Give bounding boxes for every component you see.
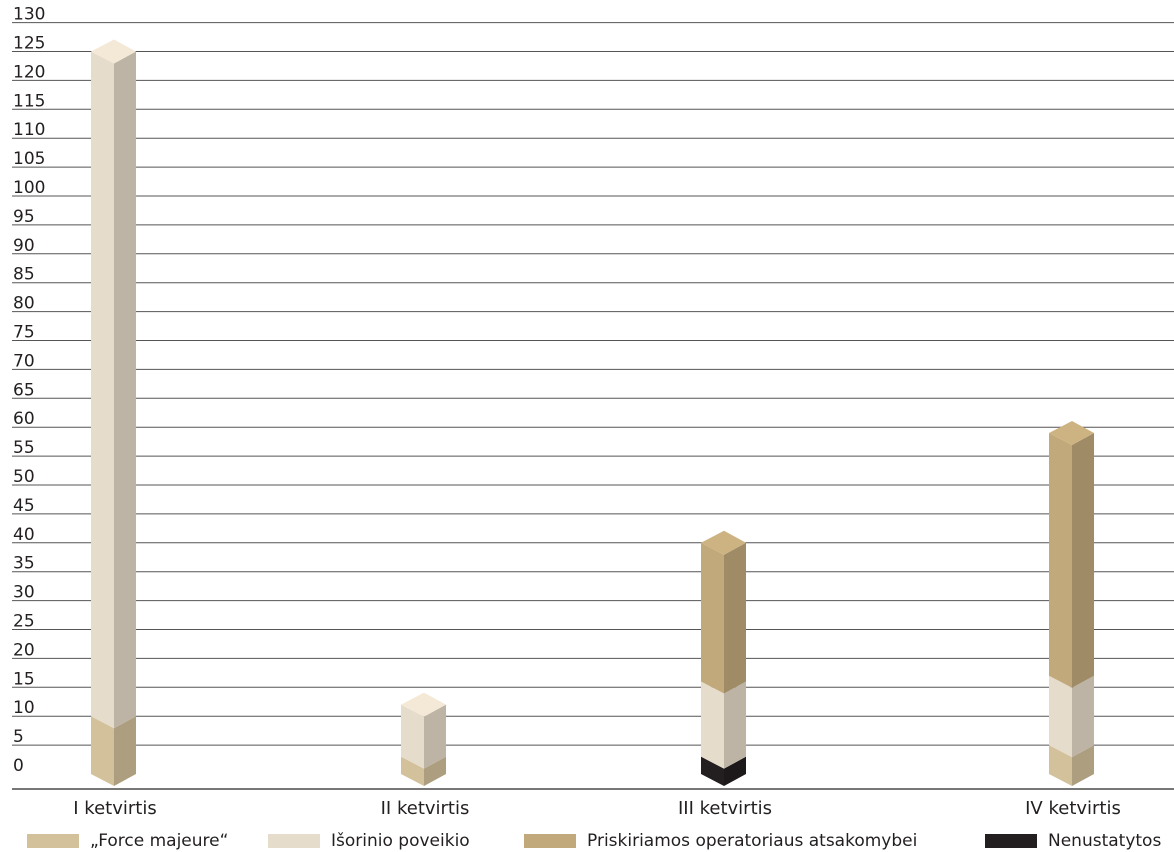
y-tick-label: 65 xyxy=(13,380,35,400)
y-tick-label: 20 xyxy=(13,640,35,660)
legend-item: Priskiriamos operatoriaus atsakomybei xyxy=(524,830,917,852)
y-tick-label: 40 xyxy=(13,525,35,545)
y-tick-label: 105 xyxy=(13,149,45,169)
bar-segment-front xyxy=(401,704,424,769)
x-category-label: I ketvirtis xyxy=(73,798,156,819)
bar-column xyxy=(1049,420,1094,786)
bar-segment-side xyxy=(724,542,746,694)
bar-segment-side xyxy=(424,756,446,786)
legend-item: Išorinio poveikio xyxy=(268,830,470,852)
bar-segment-front xyxy=(1049,432,1072,688)
legend-swatch xyxy=(524,834,576,848)
y-tick-label: 30 xyxy=(13,583,35,603)
y-tick-label: 10 xyxy=(13,698,35,718)
y-tick-label: 45 xyxy=(13,496,35,516)
legend-label: Nenustatytos xyxy=(1048,831,1162,851)
legend-swatch xyxy=(27,834,79,848)
y-tick-label: 35 xyxy=(13,554,35,574)
gridlines xyxy=(12,22,1174,790)
bar-segment-side xyxy=(1072,675,1094,758)
bar-column xyxy=(701,530,746,786)
y-tick-label: 85 xyxy=(13,265,35,285)
y-tick-label: 60 xyxy=(13,409,35,429)
legend: „Force majeure“ Išorinio poveikio Priskiri… xyxy=(0,830,1174,852)
bar-segment-front xyxy=(701,681,724,769)
legend-item: „Force majeure“ xyxy=(27,830,228,852)
legend-swatch xyxy=(985,834,1037,848)
bar-segment-side xyxy=(424,704,446,769)
bar-top-cap xyxy=(91,39,136,64)
y-axis-tick-labels: 0 5 10 15 20 25 30 35 40 45 50 55 60 65 70 75 80 85 90 95 10… xyxy=(13,5,45,776)
y-tick-label: 25 xyxy=(13,612,35,632)
y-tick-label: 115 xyxy=(13,91,45,111)
bars xyxy=(91,39,1094,786)
y-tick-label: 100 xyxy=(13,178,45,198)
bar-column xyxy=(91,39,136,786)
y-tick-label: 80 xyxy=(13,294,35,314)
bar-segment-front xyxy=(401,756,424,786)
legend-item: Nenustatytos xyxy=(985,830,1161,852)
bar-segment-front xyxy=(701,542,724,694)
y-tick-label: 15 xyxy=(13,669,35,689)
bar-column xyxy=(401,692,446,786)
x-category-label: IV ketvirtis xyxy=(1025,798,1121,819)
y-tick-label: 125 xyxy=(13,34,45,54)
y-tick-label: 90 xyxy=(13,236,35,256)
bar-segment-side xyxy=(724,756,746,786)
stacked-column-chart: 0 5 10 15 20 25 30 35 40 45 50 55 60 65 70 75 80 85 90 95 10… xyxy=(12,5,1174,819)
bar-segment-side xyxy=(114,51,136,729)
y-tick-label: 120 xyxy=(13,62,45,82)
x-axis-category-labels: I ketvirtis II ketvirtis III ketvirtis IV k… xyxy=(73,798,1121,819)
y-tick-label: 75 xyxy=(13,323,35,343)
bar-segment-front xyxy=(701,756,724,786)
legend-label: Priskiriamos operatoriaus atsakomybei xyxy=(587,831,918,851)
x-category-label: II ketvirtis xyxy=(381,798,470,819)
y-tick-label: 95 xyxy=(13,207,35,227)
legend-swatch xyxy=(268,834,320,848)
bar-segment-front xyxy=(1049,745,1072,786)
bar-segment-side xyxy=(724,681,746,769)
legend-label: Išorinio poveikio xyxy=(331,831,470,851)
y-tick-label: 55 xyxy=(13,438,35,458)
y-tick-label: 5 xyxy=(13,727,24,747)
x-category-label: III ketvirtis xyxy=(678,798,772,819)
y-tick-label: 50 xyxy=(13,467,35,487)
y-tick-label: 130 xyxy=(13,5,45,25)
bar-segment-front xyxy=(91,51,114,729)
legend-label: „Force majeure“ xyxy=(90,831,229,851)
bar-top-cap xyxy=(1049,420,1094,445)
bar-segment-side xyxy=(1072,745,1094,786)
y-tick-label: 70 xyxy=(13,351,35,371)
bar-top-cap xyxy=(701,530,746,555)
bar-segment-front xyxy=(91,716,114,786)
bar-segment-side xyxy=(1072,432,1094,688)
bar-top-cap xyxy=(401,692,446,717)
y-tick-label: 0 xyxy=(13,756,24,776)
bar-segment-front xyxy=(1049,675,1072,758)
y-tick-label: 110 xyxy=(13,120,45,140)
bar-segment-side xyxy=(114,716,136,786)
